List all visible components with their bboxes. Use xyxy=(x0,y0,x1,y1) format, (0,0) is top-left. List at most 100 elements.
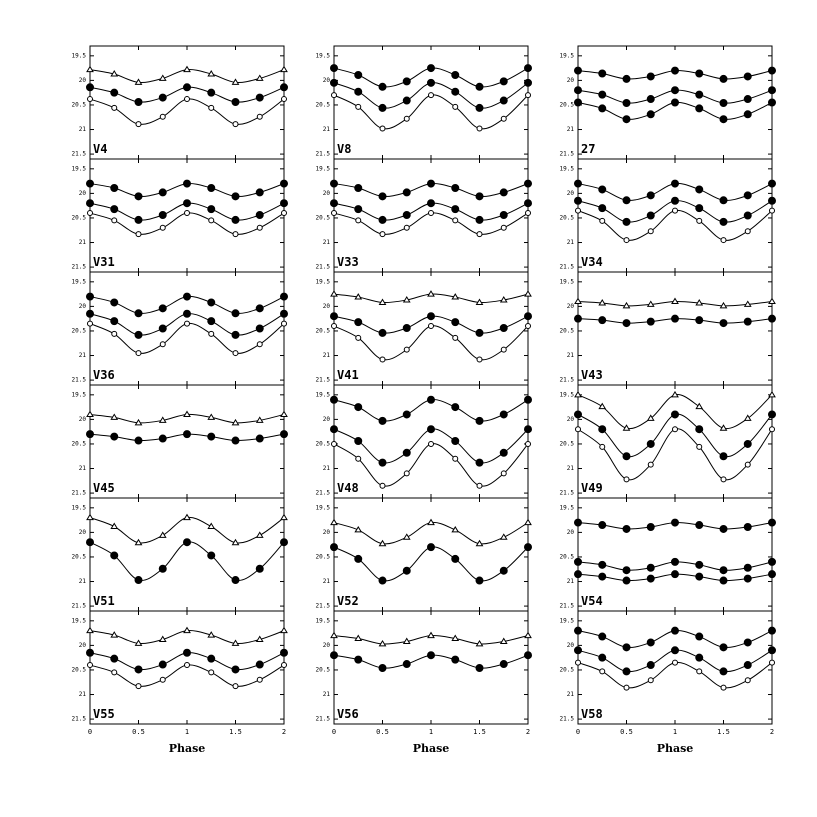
y-tick-label: 19.5 xyxy=(72,504,87,511)
panel-label: V58 xyxy=(581,707,603,721)
data-point xyxy=(475,639,484,647)
data-point xyxy=(574,646,582,655)
panel-label: V36 xyxy=(93,368,115,382)
data-point xyxy=(599,443,606,450)
data-point xyxy=(743,563,752,572)
data-point xyxy=(428,323,434,330)
data-point xyxy=(135,121,142,128)
plot-frame xyxy=(89,384,285,499)
panel: 19.5 20 20.5 21 21.5 V8 xyxy=(316,45,532,160)
data-point xyxy=(135,350,142,357)
data-point xyxy=(110,298,119,307)
data-point xyxy=(719,217,728,226)
y-tick-label: 19.5 xyxy=(316,165,331,172)
data-point xyxy=(158,531,167,538)
y-tick-label: 19.5 xyxy=(560,165,575,172)
data-point xyxy=(87,96,93,103)
y-tick-label: 20 xyxy=(79,416,87,423)
data-point xyxy=(232,121,239,128)
panel: 19.5 20 20.5 21 21.50 0.5 1 1.5 2 Phase V58 xyxy=(560,610,776,755)
data-point xyxy=(598,204,607,213)
data-point xyxy=(355,334,362,341)
data-point xyxy=(87,662,93,669)
data-point xyxy=(134,576,143,585)
data-point xyxy=(379,482,386,489)
data-point xyxy=(208,330,215,337)
data-point xyxy=(231,665,240,674)
data-point xyxy=(379,231,386,238)
data-point xyxy=(111,330,118,337)
data-point xyxy=(280,309,288,318)
y-tick-label: 21 xyxy=(323,239,331,246)
data-point xyxy=(524,64,532,73)
data-point xyxy=(110,654,119,663)
light-curve xyxy=(333,212,529,235)
data-point xyxy=(330,290,338,297)
data-point xyxy=(525,440,531,447)
y-tick-label: 20.5 xyxy=(560,101,575,108)
y-tick-label: 21 xyxy=(323,465,331,472)
y-tick-label: 21 xyxy=(567,126,575,133)
data-point xyxy=(207,205,216,214)
data-point xyxy=(86,430,94,439)
data-point xyxy=(646,191,655,200)
data-point xyxy=(574,98,582,107)
y-tick-label: 21.5 xyxy=(560,603,575,610)
data-point xyxy=(499,96,508,105)
data-point xyxy=(598,298,607,306)
data-point xyxy=(280,199,288,208)
data-point xyxy=(134,98,143,107)
data-point xyxy=(475,298,484,305)
data-point xyxy=(622,643,631,652)
data-point xyxy=(330,425,338,434)
data-point xyxy=(695,425,704,434)
y-tick-label: 20.5 xyxy=(560,440,575,447)
panel-label: V54 xyxy=(581,594,603,608)
data-point xyxy=(451,293,460,300)
data-point xyxy=(330,179,338,188)
data-point xyxy=(231,639,240,646)
data-point xyxy=(598,653,607,662)
data-point xyxy=(671,297,679,304)
data-point xyxy=(159,676,166,683)
data-point xyxy=(256,341,263,348)
data-point xyxy=(672,659,678,666)
data-point xyxy=(499,533,508,540)
data-point xyxy=(86,538,94,547)
data-point xyxy=(599,668,606,675)
x-tick-label: 0 xyxy=(576,728,580,736)
panel-label: V34 xyxy=(581,255,603,269)
data-point xyxy=(281,662,287,669)
y-tick-label: 21.5 xyxy=(560,377,575,384)
data-point xyxy=(646,110,655,119)
data-point xyxy=(255,434,264,443)
data-point xyxy=(499,296,508,303)
data-point xyxy=(379,356,386,363)
data-point xyxy=(598,90,607,99)
data-point xyxy=(622,301,631,309)
light-curve xyxy=(89,98,285,125)
y-tick-label: 20 xyxy=(567,77,575,84)
data-point xyxy=(354,87,363,96)
data-point xyxy=(672,207,678,214)
data-point xyxy=(280,430,288,439)
y-tick-label: 21.5 xyxy=(560,716,575,723)
y-tick-label: 21 xyxy=(567,465,575,472)
data-point xyxy=(743,300,752,307)
data-point xyxy=(158,93,167,102)
data-point xyxy=(330,312,338,321)
x-tick-label: 1 xyxy=(185,728,189,736)
plot-frame xyxy=(89,45,285,160)
data-point xyxy=(403,224,410,231)
data-point xyxy=(671,626,679,635)
data-point xyxy=(231,576,240,585)
data-point xyxy=(86,648,94,657)
data-point xyxy=(646,211,655,220)
data-point xyxy=(86,626,94,634)
light-curve xyxy=(89,541,285,581)
data-point xyxy=(354,554,363,563)
data-point xyxy=(331,440,337,447)
y-tick-label: 21 xyxy=(79,239,87,246)
data-point xyxy=(355,455,362,462)
data-point xyxy=(280,626,288,634)
